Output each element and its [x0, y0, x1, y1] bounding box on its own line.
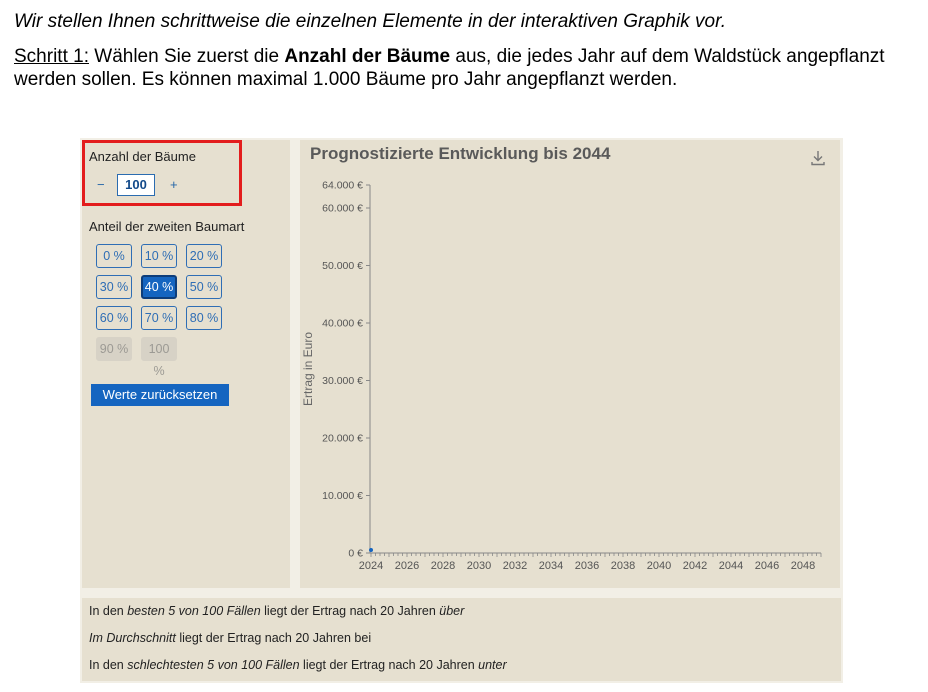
y-tick-label: 20.000 € [322, 433, 363, 445]
chart-title: Prognostizierte Entwicklung bis 2044 [310, 144, 611, 163]
x-tick-label: 2038 [611, 560, 635, 572]
x-tick-label: 2028 [431, 560, 455, 572]
share-option-100-button: 100 % [141, 337, 177, 378]
intro-text: Wir stellen Ihnen schrittweise die einze… [14, 10, 919, 91]
x-tick-label: 2034 [539, 560, 563, 572]
controls-sidebar: Anzahl der Bäume − 100 + Anteil der zwei… [82, 140, 290, 588]
trees-label: Anzahl der Bäume [89, 149, 196, 164]
summary-worst-b: liegt der Ertrag nach 20 Jahren [299, 658, 479, 672]
data-point [369, 548, 373, 552]
intro-heading: Wir stellen Ihnen schrittweise die einze… [14, 11, 726, 32]
summary-average: Im Durchschnitt liegt der Ertrag nach 20… [89, 631, 371, 645]
y-tick-label: 0 € [348, 548, 363, 560]
decrement-button[interactable]: − [97, 177, 105, 192]
summary-worst: In den schlechtesten 5 von 100 Fällen li… [89, 658, 507, 672]
increment-button[interactable]: + [170, 177, 178, 192]
summary-worst-a: In den [89, 658, 128, 672]
step-text-a: Wählen Sie zuerst die [88, 46, 285, 67]
summary-best-i: besten 5 von 100 Fällen [127, 604, 261, 618]
y-tick-label: 60.000 € [322, 203, 363, 215]
share-option-20-button[interactable]: 20 % [186, 244, 222, 268]
y-tick-label: 30.000 € [322, 375, 363, 387]
x-tick-label: 2032 [503, 560, 527, 572]
summary-avg-i: Im Durchschnitt [89, 631, 176, 645]
y-tick-label: 40.000 € [322, 318, 363, 330]
x-tick-label: 2024 [359, 560, 383, 572]
share-label: Anteil der zweiten Baumart [89, 219, 245, 234]
summary-worst-i: schlechtesten 5 von 100 Fällen [127, 658, 300, 672]
y-tick-label: 64.000 € [322, 180, 363, 192]
x-tick-label: 2042 [683, 560, 707, 572]
step-label: Schritt 1: [14, 46, 89, 67]
trees-input[interactable]: 100 [117, 174, 155, 196]
x-tick-label: 2040 [647, 560, 671, 572]
summary-best-i2: über [439, 604, 465, 618]
x-tick-label: 2036 [575, 560, 599, 572]
highlight-frame [82, 140, 242, 206]
x-tick-label: 2026 [395, 560, 419, 572]
x-tick-label: 2048 [791, 560, 815, 572]
step-bold: Anzahl der Bäume [284, 46, 451, 67]
summary-best-a: In den [89, 604, 128, 618]
chart-panel: Prognostizierte Entwicklung bis 2044 0 €… [300, 140, 840, 588]
share-option-0-button[interactable]: 0 % [96, 244, 132, 268]
share-option-80-button[interactable]: 80 % [186, 306, 222, 330]
share-option-30-button[interactable]: 30 % [96, 275, 132, 299]
reset-button[interactable]: Werte zurücksetzen [91, 384, 229, 406]
share-option-70-button[interactable]: 70 % [141, 306, 177, 330]
share-option-50-button[interactable]: 50 % [186, 275, 222, 299]
share-option-60-button[interactable]: 60 % [96, 306, 132, 330]
y-tick-label: 10.000 € [322, 490, 363, 502]
y-tick-label: 50.000 € [322, 260, 363, 272]
step-text-b: aus, die jedes Jahr auf dem Waldstück an… [14, 46, 885, 90]
summary-avg-b: liegt der Ertrag nach 20 Jahren bei [175, 631, 372, 645]
step-instruction: Schritt 1: Wählen Sie zuerst die Anzahl … [14, 45, 919, 91]
share-option-10-button[interactable]: 10 % [141, 244, 177, 268]
summary-best-b: liegt der Ertrag nach 20 Jahren [260, 604, 440, 618]
x-tick-label: 2044 [719, 560, 743, 572]
x-tick-label: 2046 [755, 560, 779, 572]
summary-best: In den besten 5 von 100 Fällen liegt der… [89, 604, 464, 618]
interactive-graphic: Anzahl der Bäume − 100 + Anteil der zwei… [80, 138, 843, 683]
chart-svg: 0 € 10.000 € 20.000 € 30.000 € 40.000 € 50.00… [301, 180, 822, 572]
share-option-40-button[interactable]: 40 % [141, 275, 177, 299]
download-icon[interactable] [810, 150, 826, 166]
share-option-90-button: 90 % [96, 337, 132, 361]
summary-footer: In den besten 5 von 100 Fällen liegt der… [82, 598, 841, 681]
y-axis-title: Ertrag in Euro [301, 332, 315, 406]
summary-worst-i2: unter [478, 658, 507, 672]
x-tick-label: 2030 [467, 560, 491, 572]
